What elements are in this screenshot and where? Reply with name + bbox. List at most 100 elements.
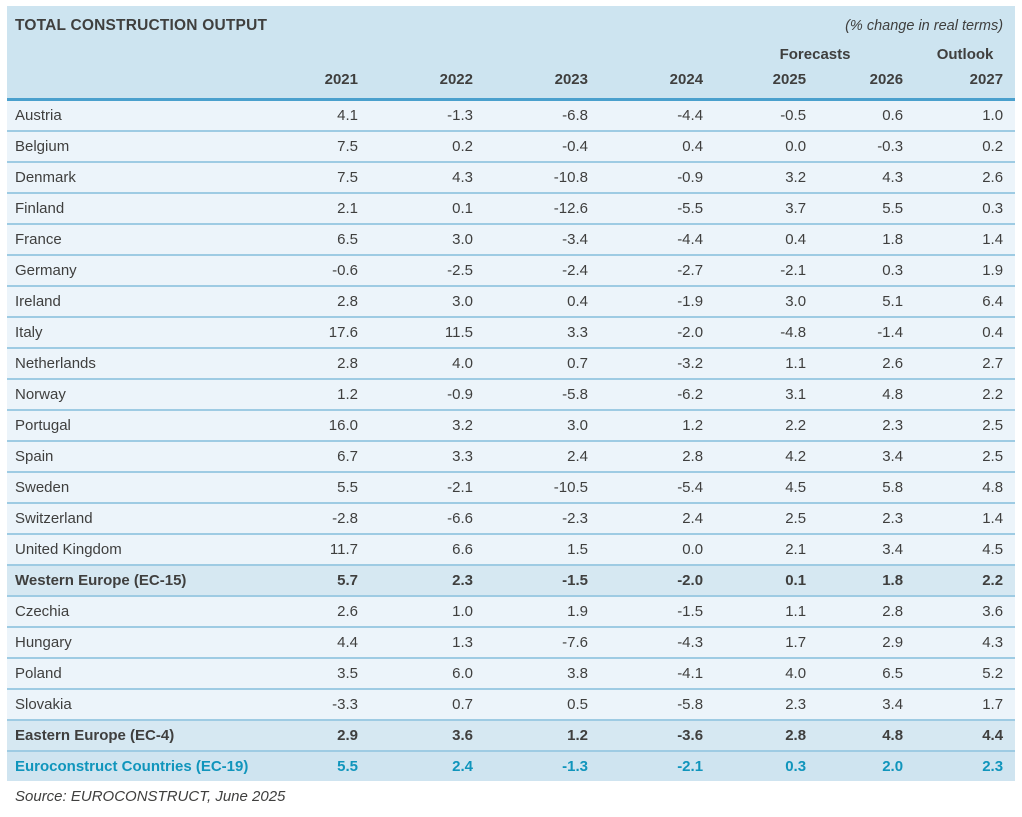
value-cell: 4.3 <box>818 161 916 193</box>
value-cell: 2.2 <box>915 564 1016 596</box>
table-row: Finland 2.1 0.1 -12.6 -5.5 3.7 5.5 0.3 <box>7 192 1016 224</box>
value-cell: 4.5 <box>715 471 819 503</box>
row-label: Belgium <box>7 130 255 162</box>
value-cell: 0.6 <box>818 99 916 131</box>
table-row: Czechia 2.6 1.0 1.9 -1.5 1.1 2.8 3.6 <box>7 595 1016 627</box>
value-cell: 4.3 <box>915 626 1016 658</box>
value-cell: 11.5 <box>370 316 485 348</box>
row-label: Switzerland <box>7 502 255 534</box>
value-cell: 1.0 <box>915 99 1016 131</box>
value-cell: 3.7 <box>715 192 819 224</box>
value-cell: 2.8 <box>255 285 370 317</box>
value-cell: -10.8 <box>485 161 600 193</box>
value-cell: 3.0 <box>715 285 819 317</box>
value-cell: 1.8 <box>818 223 916 255</box>
label-column-header <box>7 65 255 101</box>
value-cell: 0.0 <box>600 533 716 565</box>
table-row: Germany -0.6 -2.5 -2.4 -2.7 -2.1 0.3 1.9 <box>7 254 1016 286</box>
value-cell: 1.3 <box>370 626 485 658</box>
value-cell: 0.3 <box>715 750 819 781</box>
value-cell: 4.2 <box>715 440 819 472</box>
value-cell: -3.4 <box>485 223 600 255</box>
row-label: Eastern Europe (EC-4) <box>7 719 255 751</box>
value-cell: 4.4 <box>915 719 1016 751</box>
value-cell: 2.9 <box>818 626 916 658</box>
value-cell: -5.4 <box>600 471 716 503</box>
value-cell: 2.5 <box>915 409 1016 441</box>
table-row: Ireland 2.8 3.0 0.4 -1.9 3.0 5.1 6.4 <box>7 285 1016 317</box>
table-row: Switzerland -2.8 -6.6 -2.3 2.4 2.5 2.3 1.4 <box>7 502 1016 534</box>
value-cell: -2.5 <box>370 254 485 286</box>
value-cell: 2.6 <box>255 595 370 627</box>
value-cell: 3.8 <box>485 657 600 689</box>
value-cell: 17.6 <box>255 316 370 348</box>
value-cell: -5.8 <box>485 378 600 410</box>
value-cell: 2.2 <box>715 409 819 441</box>
row-label: Hungary <box>7 626 255 658</box>
value-cell: 2.2 <box>915 378 1016 410</box>
value-cell: -3.6 <box>600 719 716 751</box>
value-cell: 0.3 <box>915 192 1016 224</box>
table-row: Slovakia -3.3 0.7 0.5 -5.8 2.3 3.4 1.7 <box>7 688 1016 720</box>
value-cell: 4.8 <box>915 471 1016 503</box>
value-cell: 2.8 <box>255 347 370 379</box>
value-cell: 1.1 <box>715 595 819 627</box>
value-cell: 2.5 <box>715 502 819 534</box>
value-cell: -0.9 <box>600 161 716 193</box>
value-cell: 6.6 <box>370 533 485 565</box>
value-cell: -10.5 <box>485 471 600 503</box>
row-label: Ireland <box>7 285 255 317</box>
value-cell: -2.4 <box>485 254 600 286</box>
value-cell: 4.8 <box>818 378 916 410</box>
value-cell: 0.7 <box>370 688 485 720</box>
year-header-2026: 2026 <box>818 65 916 101</box>
row-label: Slovakia <box>7 688 255 720</box>
year-header-2027: 2027 <box>915 65 1016 101</box>
table-row: Spain 6.7 3.3 2.4 2.8 4.2 3.4 2.5 <box>7 440 1016 472</box>
value-cell: 5.5 <box>255 471 370 503</box>
value-cell: -0.6 <box>255 254 370 286</box>
table-row: Hungary 4.4 1.3 -7.6 -4.3 1.7 2.9 4.3 <box>7 626 1016 658</box>
value-cell: 5.5 <box>255 750 370 781</box>
value-cell: 1.4 <box>915 223 1016 255</box>
value-cell: 0.2 <box>370 130 485 162</box>
value-cell: 3.3 <box>485 316 600 348</box>
value-cell: -0.3 <box>818 130 916 162</box>
row-label: Denmark <box>7 161 255 193</box>
value-cell: -6.8 <box>485 99 600 131</box>
years-row: 2021 2022 2023 2024 2025 2026 2027 <box>7 65 1016 101</box>
value-cell: 4.3 <box>370 161 485 193</box>
value-cell: 3.4 <box>818 533 916 565</box>
value-cell: 2.4 <box>485 440 600 472</box>
value-cell: -2.0 <box>600 316 716 348</box>
value-cell: -3.3 <box>255 688 370 720</box>
value-cell: 3.4 <box>818 688 916 720</box>
value-cell: -1.9 <box>600 285 716 317</box>
table-row: Portugal 16.0 3.2 3.0 1.2 2.2 2.3 2.5 <box>7 409 1016 441</box>
value-cell: -4.4 <box>600 99 716 131</box>
table-body: Austria 4.1 -1.3 -6.8 -4.4 -0.5 0.6 1.0 Belgium 7… <box>7 99 1016 781</box>
value-cell: -0.5 <box>715 99 819 131</box>
value-cell: -4.8 <box>715 316 819 348</box>
value-cell: 1.2 <box>600 409 716 441</box>
value-cell: 2.9 <box>255 719 370 751</box>
value-cell: 0.0 <box>715 130 819 162</box>
value-cell: 1.2 <box>255 378 370 410</box>
row-label: Sweden <box>7 471 255 503</box>
table-row: Poland 3.5 6.0 3.8 -4.1 4.0 6.5 5.2 <box>7 657 1016 689</box>
row-label: Euroconstruct Countries (EC-19) <box>7 750 255 781</box>
table-row-aggregate: Western Europe (EC-15) 5.7 2.3 -1.5 -2.0 0.1 1… <box>7 564 1016 596</box>
source-note: Source: EUROCONSTRUCT, June 2025 <box>15 788 286 805</box>
row-label: Spain <box>7 440 255 472</box>
value-cell: 4.1 <box>255 99 370 131</box>
construction-output-table: TOTAL CONSTRUCTION OUTPUT (% change in r… <box>7 6 1016 781</box>
value-cell: -4.1 <box>600 657 716 689</box>
value-cell: -4.3 <box>600 626 716 658</box>
value-cell: -7.6 <box>485 626 600 658</box>
value-cell: -2.7 <box>600 254 716 286</box>
value-cell: -0.4 <box>485 130 600 162</box>
row-label: Netherlands <box>7 347 255 379</box>
table-row: Netherlands 2.8 4.0 0.7 -3.2 1.1 2.6 2.7 <box>7 347 1016 379</box>
value-cell: 2.6 <box>818 347 916 379</box>
table-row: Belgium 7.5 0.2 -0.4 0.4 0.0 -0.3 0.2 <box>7 130 1016 162</box>
